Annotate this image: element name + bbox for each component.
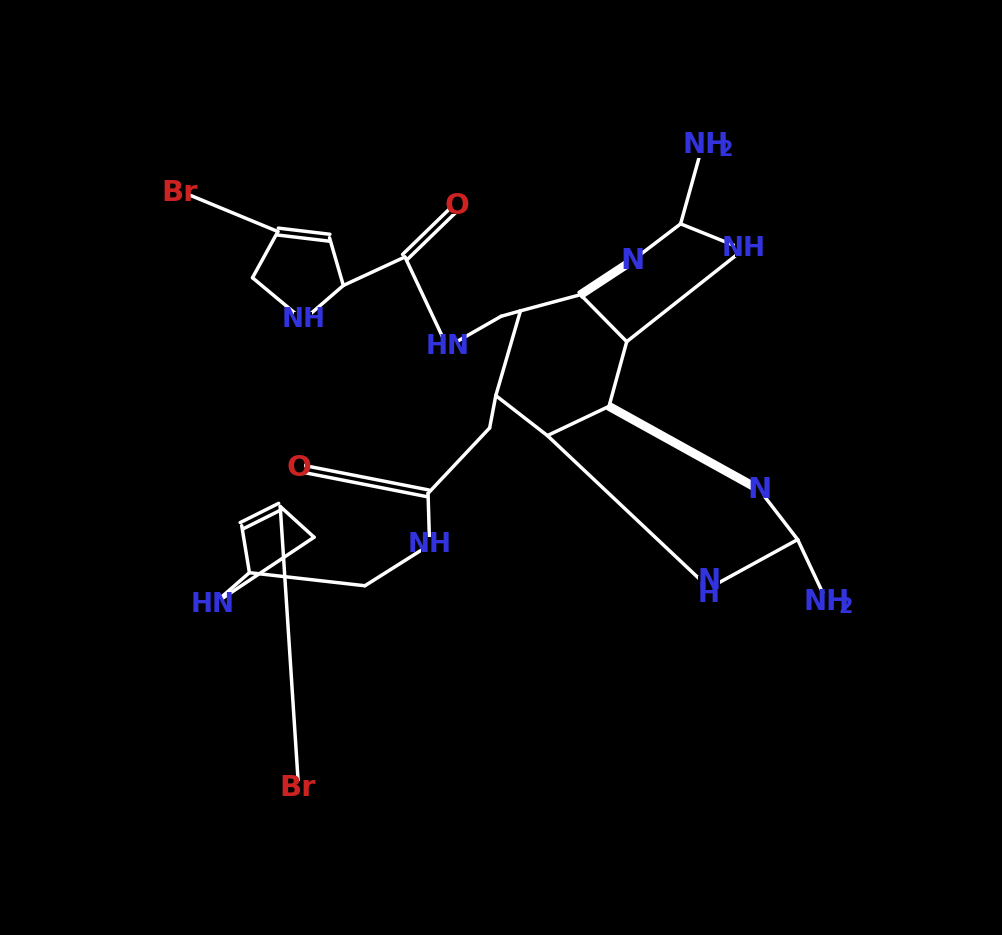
Text: NH: NH: [282, 307, 326, 333]
FancyBboxPatch shape: [295, 312, 313, 328]
Text: NH: NH: [721, 237, 766, 262]
FancyBboxPatch shape: [170, 185, 188, 201]
FancyBboxPatch shape: [754, 482, 765, 497]
FancyBboxPatch shape: [294, 460, 305, 476]
Text: Br: Br: [161, 179, 197, 207]
Text: HN: HN: [425, 334, 469, 360]
Text: Br: Br: [279, 774, 316, 802]
FancyBboxPatch shape: [734, 241, 753, 257]
FancyBboxPatch shape: [626, 253, 637, 268]
Text: H: H: [698, 582, 720, 608]
Text: O: O: [287, 453, 312, 482]
Text: 2: 2: [838, 597, 853, 616]
Text: HN: HN: [190, 592, 234, 618]
Text: NH: NH: [408, 532, 452, 558]
Text: N: N: [747, 476, 772, 504]
Text: O: O: [445, 192, 470, 220]
FancyBboxPatch shape: [698, 576, 719, 600]
FancyBboxPatch shape: [691, 137, 728, 158]
FancyBboxPatch shape: [812, 593, 849, 614]
Text: NH: NH: [803, 588, 850, 616]
FancyBboxPatch shape: [203, 597, 221, 612]
Text: N: N: [620, 247, 644, 275]
Text: N: N: [697, 568, 720, 596]
FancyBboxPatch shape: [452, 198, 463, 214]
FancyBboxPatch shape: [421, 538, 439, 553]
FancyBboxPatch shape: [289, 781, 306, 796]
FancyBboxPatch shape: [439, 339, 456, 354]
Text: 2: 2: [718, 140, 732, 160]
Text: NH: NH: [683, 131, 729, 159]
